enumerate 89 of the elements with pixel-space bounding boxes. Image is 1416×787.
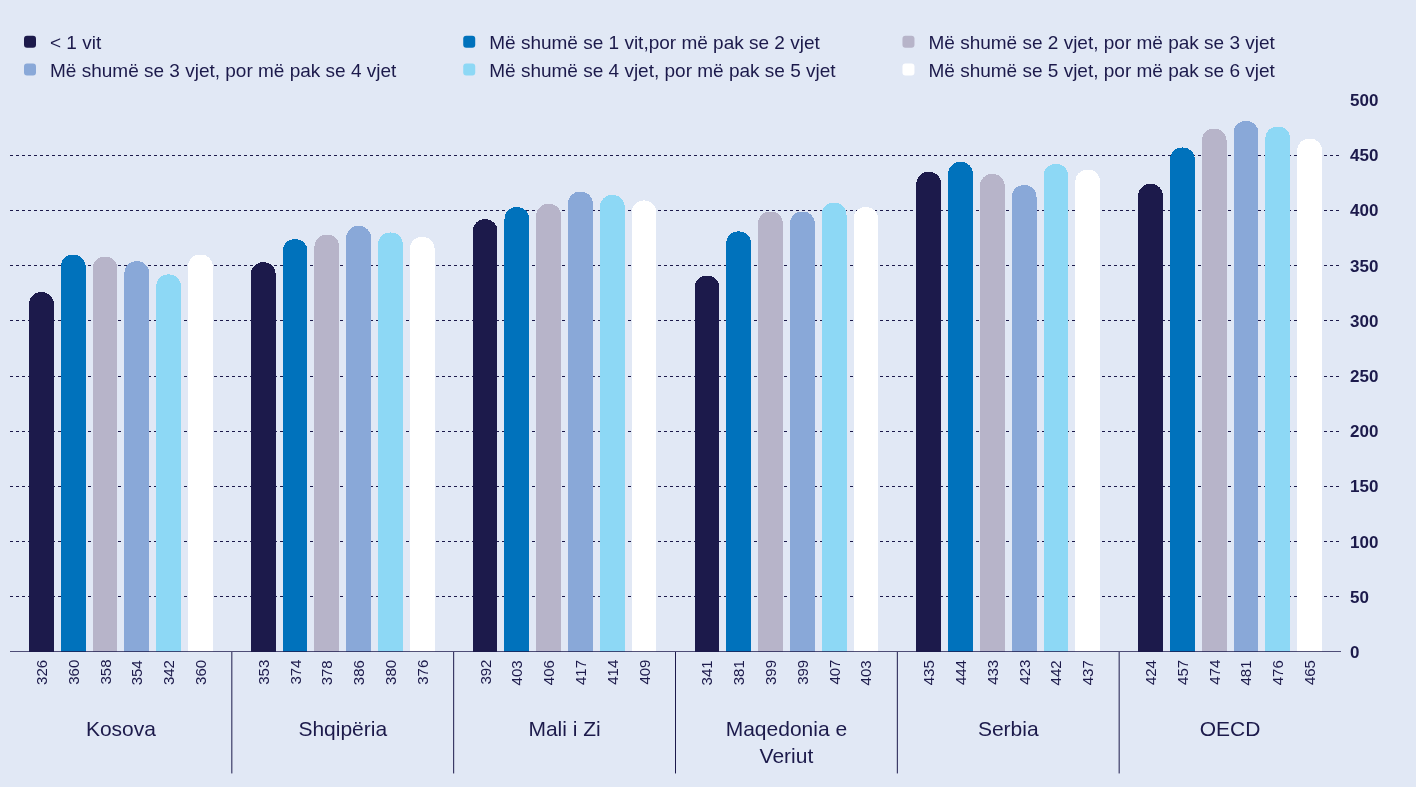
bar <box>568 191 593 652</box>
data-label: 407 <box>825 659 843 685</box>
legend-label: Më shumë se 4 vjet, por më pak se 5 vjet <box>489 59 837 81</box>
bar <box>979 173 1005 652</box>
y-tick-label: 500 <box>1350 90 1379 110</box>
x-tick-label: Kosova <box>85 717 157 740</box>
data-label: 353 <box>254 659 272 685</box>
data-label: 442 <box>1047 660 1065 686</box>
legend-label: < 1 vit <box>50 32 102 54</box>
x-tick-label: Mali i Zi <box>528 717 601 740</box>
data-label: 358 <box>96 659 114 685</box>
data-label: 433 <box>983 659 1001 685</box>
data-label: 392 <box>476 659 494 685</box>
data-label: 354 <box>128 660 146 686</box>
legend-label: Më shumë se 5 vjet, por më pak se 6 vjet <box>928 59 1276 81</box>
data-label: 360 <box>191 659 209 685</box>
bar <box>346 225 372 652</box>
bar <box>378 232 403 652</box>
bar <box>92 256 118 652</box>
data-label: 476 <box>1269 660 1287 686</box>
bar <box>409 236 435 652</box>
data-label: 399 <box>793 659 811 685</box>
x-tick-label: OECD <box>1199 717 1261 740</box>
bar <box>156 274 182 652</box>
bar <box>504 207 530 652</box>
data-label: 378 <box>318 660 336 686</box>
data-label: 374 <box>286 659 304 685</box>
y-tick-label: 250 <box>1350 366 1379 386</box>
bar <box>536 203 562 652</box>
bar <box>1201 128 1227 652</box>
y-tick-label: 50 <box>1350 587 1369 607</box>
bar <box>282 239 308 652</box>
bar <box>314 234 340 652</box>
data-label: 435 <box>920 660 938 686</box>
data-label: 437 <box>1079 660 1097 686</box>
data-label: 381 <box>730 660 748 686</box>
bar <box>599 194 625 652</box>
bar <box>188 254 213 652</box>
data-label: 417 <box>571 659 589 685</box>
x-tick-label: Serbia <box>977 717 1039 740</box>
bar <box>853 207 879 652</box>
x-tick-label: Shqipëria <box>298 717 388 740</box>
data-label: 457 <box>1173 659 1191 685</box>
data-label: 424 <box>1142 660 1160 686</box>
y-tick-label: 400 <box>1350 201 1379 221</box>
x-tick-label: Maqedonia e Veriut <box>725 717 848 768</box>
data-label: 399 <box>762 659 780 686</box>
data-label: 403 <box>508 660 526 686</box>
data-label: 386 <box>350 660 368 686</box>
y-tick-label: 150 <box>1350 477 1379 497</box>
data-label: 444 <box>952 660 970 686</box>
legend-label: Më shumë se 2 vjet, por më pak se 3 vjet <box>928 32 1276 54</box>
y-tick-label: 100 <box>1350 532 1379 552</box>
bar <box>1011 185 1037 652</box>
data-label: 481 <box>1237 660 1255 686</box>
data-label: 414 <box>603 659 621 685</box>
y-tick-label: 200 <box>1350 422 1379 442</box>
data-label: 380 <box>381 659 399 685</box>
data-label: 342 <box>160 660 178 686</box>
bar <box>1265 126 1291 652</box>
bar <box>1075 169 1101 652</box>
data-label: 474 <box>1205 659 1223 685</box>
bar <box>726 231 752 652</box>
legend-label: Më shumë se 1 vit,por më pak se 2 vjet <box>489 32 821 54</box>
data-label: 406 <box>540 660 558 686</box>
y-tick-label: 300 <box>1350 311 1379 331</box>
bar <box>1169 147 1195 652</box>
data-label: 403 <box>857 660 875 686</box>
data-label: 341 <box>698 660 716 686</box>
bar <box>758 211 783 652</box>
legend-label: Më shumë se 3 vjet, por më pak se 4 vjet <box>50 59 398 81</box>
y-tick-label: 0 <box>1350 642 1360 662</box>
bar <box>631 200 657 652</box>
bar <box>1043 164 1069 652</box>
y-tick-label: 350 <box>1350 256 1379 276</box>
bar <box>948 161 973 652</box>
y-tick-label: 450 <box>1350 146 1379 166</box>
bar <box>821 202 847 652</box>
data-label: 376 <box>413 659 431 685</box>
bar <box>60 254 86 652</box>
bar <box>1233 120 1259 652</box>
bar <box>789 211 815 652</box>
data-label: 360 <box>64 659 82 685</box>
data-label: 409 <box>635 659 653 685</box>
data-label: 423 <box>1015 659 1033 685</box>
data-label: 326 <box>32 659 50 685</box>
data-label: 465 <box>1301 660 1319 686</box>
bar <box>124 261 150 652</box>
bar <box>1297 138 1322 652</box>
